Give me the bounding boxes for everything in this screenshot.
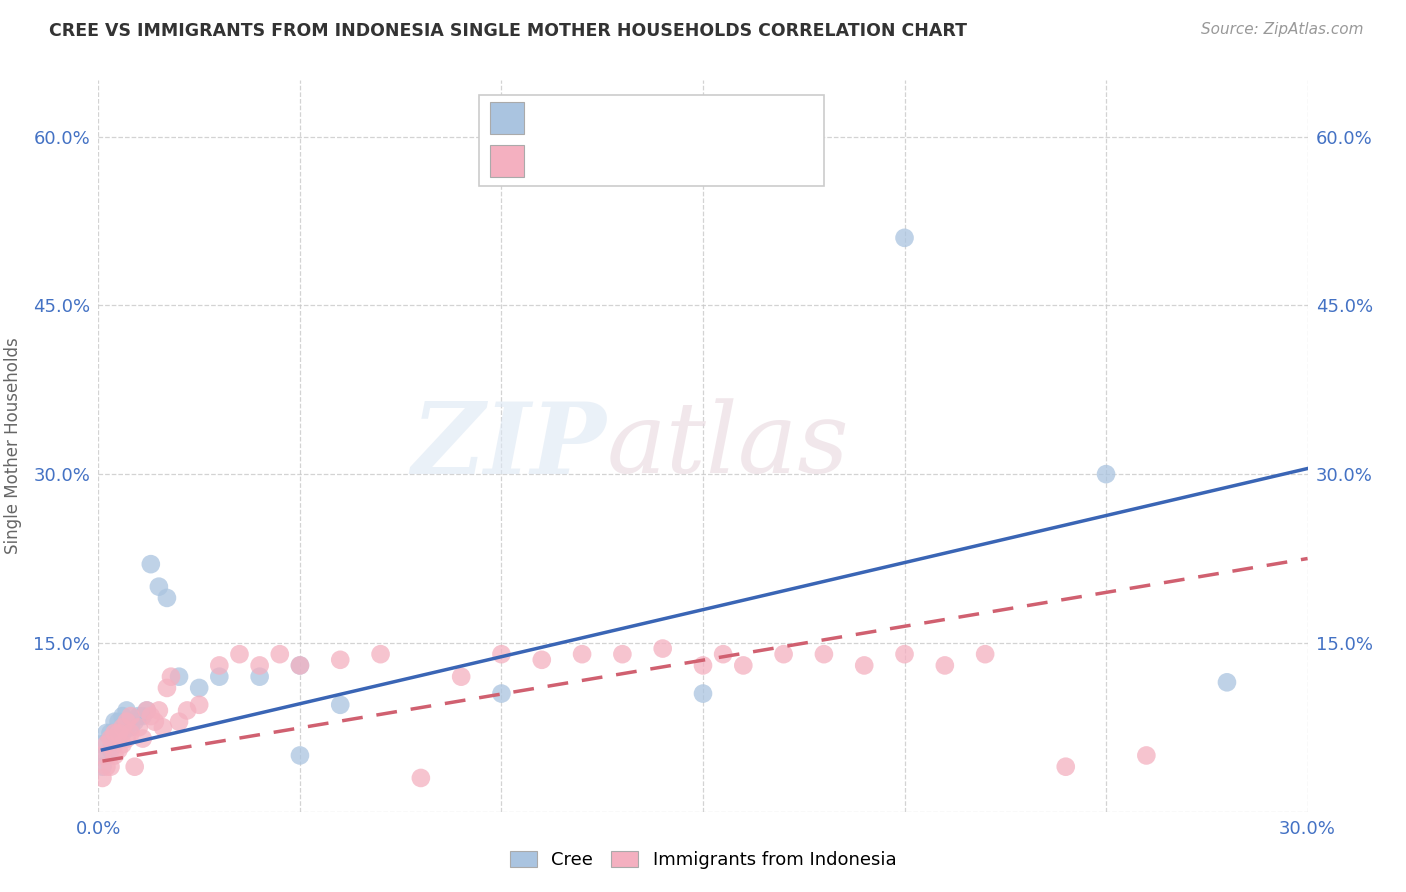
Point: [156, 591, 179, 605]
Point: [612, 647, 634, 661]
Point: [91, 771, 114, 785]
Point: [772, 647, 794, 661]
Point: [143, 714, 166, 729]
Point: [813, 647, 835, 661]
Point: [329, 653, 352, 667]
Point: [91, 760, 114, 774]
Point: [249, 670, 271, 684]
Point: [120, 709, 142, 723]
Point: [107, 726, 129, 740]
Point: [128, 720, 150, 734]
Text: CREE VS IMMIGRANTS FROM INDONESIA SINGLE MOTHER HOUSEHOLDS CORRELATION CHART: CREE VS IMMIGRANTS FROM INDONESIA SINGLE…: [49, 22, 967, 40]
Point: [96, 726, 118, 740]
Point: [1095, 467, 1118, 482]
Point: [148, 703, 170, 717]
Text: Source: ZipAtlas.com: Source: ZipAtlas.com: [1201, 22, 1364, 37]
Point: [128, 709, 150, 723]
Point: [124, 760, 146, 774]
Point: [132, 709, 155, 723]
Point: [208, 670, 231, 684]
Point: [733, 658, 755, 673]
Point: [107, 726, 129, 740]
Point: [139, 709, 162, 723]
Point: [167, 670, 190, 684]
Point: [571, 647, 593, 661]
Point: [115, 714, 138, 729]
Point: [139, 557, 162, 571]
Point: [96, 748, 118, 763]
Point: [188, 698, 211, 712]
Point: [115, 703, 138, 717]
Point: [96, 760, 118, 774]
Point: [148, 580, 170, 594]
Point: [135, 703, 157, 717]
Point: [115, 720, 138, 734]
Point: [111, 720, 134, 734]
Point: [100, 760, 122, 774]
Point: [91, 737, 114, 751]
Point: [370, 647, 392, 661]
Point: [107, 714, 129, 729]
Point: [692, 658, 714, 673]
Point: [269, 647, 291, 661]
Point: [228, 647, 250, 661]
Point: [934, 658, 956, 673]
Point: [409, 771, 432, 785]
Point: [107, 731, 129, 746]
Point: [1054, 760, 1077, 774]
Point: [208, 658, 231, 673]
Text: ZIP: ZIP: [412, 398, 606, 494]
Point: [115, 731, 138, 746]
Point: [176, 703, 198, 717]
Point: [103, 748, 125, 763]
Point: [111, 709, 134, 723]
Point: [188, 681, 211, 695]
Point: [491, 687, 513, 701]
Point: [974, 647, 997, 661]
Point: [100, 726, 122, 740]
Point: [96, 737, 118, 751]
Point: [100, 731, 122, 746]
Point: [249, 658, 271, 673]
Point: [1135, 748, 1157, 763]
Point: [103, 737, 125, 751]
Point: [167, 714, 190, 729]
Point: [111, 737, 134, 751]
Point: [160, 670, 183, 684]
Point: [711, 647, 734, 661]
Legend: Cree, Immigrants from Indonesia: Cree, Immigrants from Indonesia: [501, 842, 905, 879]
Point: [893, 647, 915, 661]
Point: [1216, 675, 1239, 690]
Point: [100, 743, 122, 757]
Point: [132, 731, 155, 746]
Point: [853, 658, 876, 673]
Point: [120, 720, 142, 734]
Point: [103, 726, 125, 740]
Point: [120, 726, 142, 740]
Point: [288, 748, 311, 763]
Point: [450, 670, 472, 684]
Point: [91, 748, 114, 763]
Point: [692, 687, 714, 701]
Point: [107, 743, 129, 757]
Point: [288, 658, 311, 673]
Point: [329, 698, 352, 712]
Point: [103, 714, 125, 729]
Point: [111, 726, 134, 740]
Y-axis label: Single Mother Households: Single Mother Households: [4, 338, 22, 554]
Point: [491, 647, 513, 661]
Point: [288, 658, 311, 673]
Point: [893, 231, 915, 245]
Text: atlas: atlas: [606, 399, 849, 493]
Point: [124, 714, 146, 729]
Point: [651, 641, 673, 656]
Point: [135, 703, 157, 717]
Point: [156, 681, 179, 695]
Point: [152, 720, 174, 734]
Point: [530, 653, 553, 667]
